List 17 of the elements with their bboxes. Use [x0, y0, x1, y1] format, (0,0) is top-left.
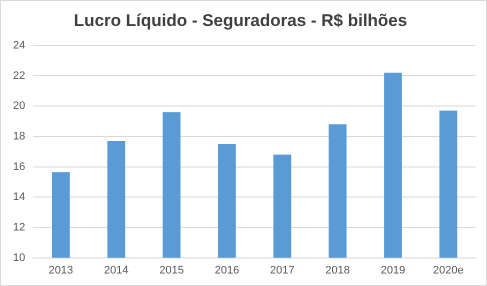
x-tick-label: 2019 — [380, 264, 406, 276]
x-tick-label: 2017 — [270, 264, 295, 276]
chart-title: Lucro Líquido - Seguradoras - R$ bilhões — [74, 10, 408, 30]
x-tick-label: 2016 — [214, 264, 240, 276]
y-tick-label: 20 — [12, 100, 26, 112]
y-tick-label: 16 — [12, 160, 26, 173]
y-tick-label: 14 — [12, 191, 26, 204]
x-tick-label: 2018 — [325, 264, 350, 276]
y-tick-label: 18 — [12, 130, 26, 142]
y-tick-label: 10 — [12, 252, 26, 264]
x-tick-label: 2015 — [159, 264, 184, 276]
y-tick-label: 24 — [12, 39, 26, 52]
y-tick-label: 22 — [12, 70, 26, 82]
x-tick-label: 2013 — [48, 264, 74, 276]
x-tick-label: 2020e — [433, 264, 464, 276]
y-tick-label: 12 — [12, 221, 26, 234]
x-tick-label: 2014 — [104, 264, 128, 276]
